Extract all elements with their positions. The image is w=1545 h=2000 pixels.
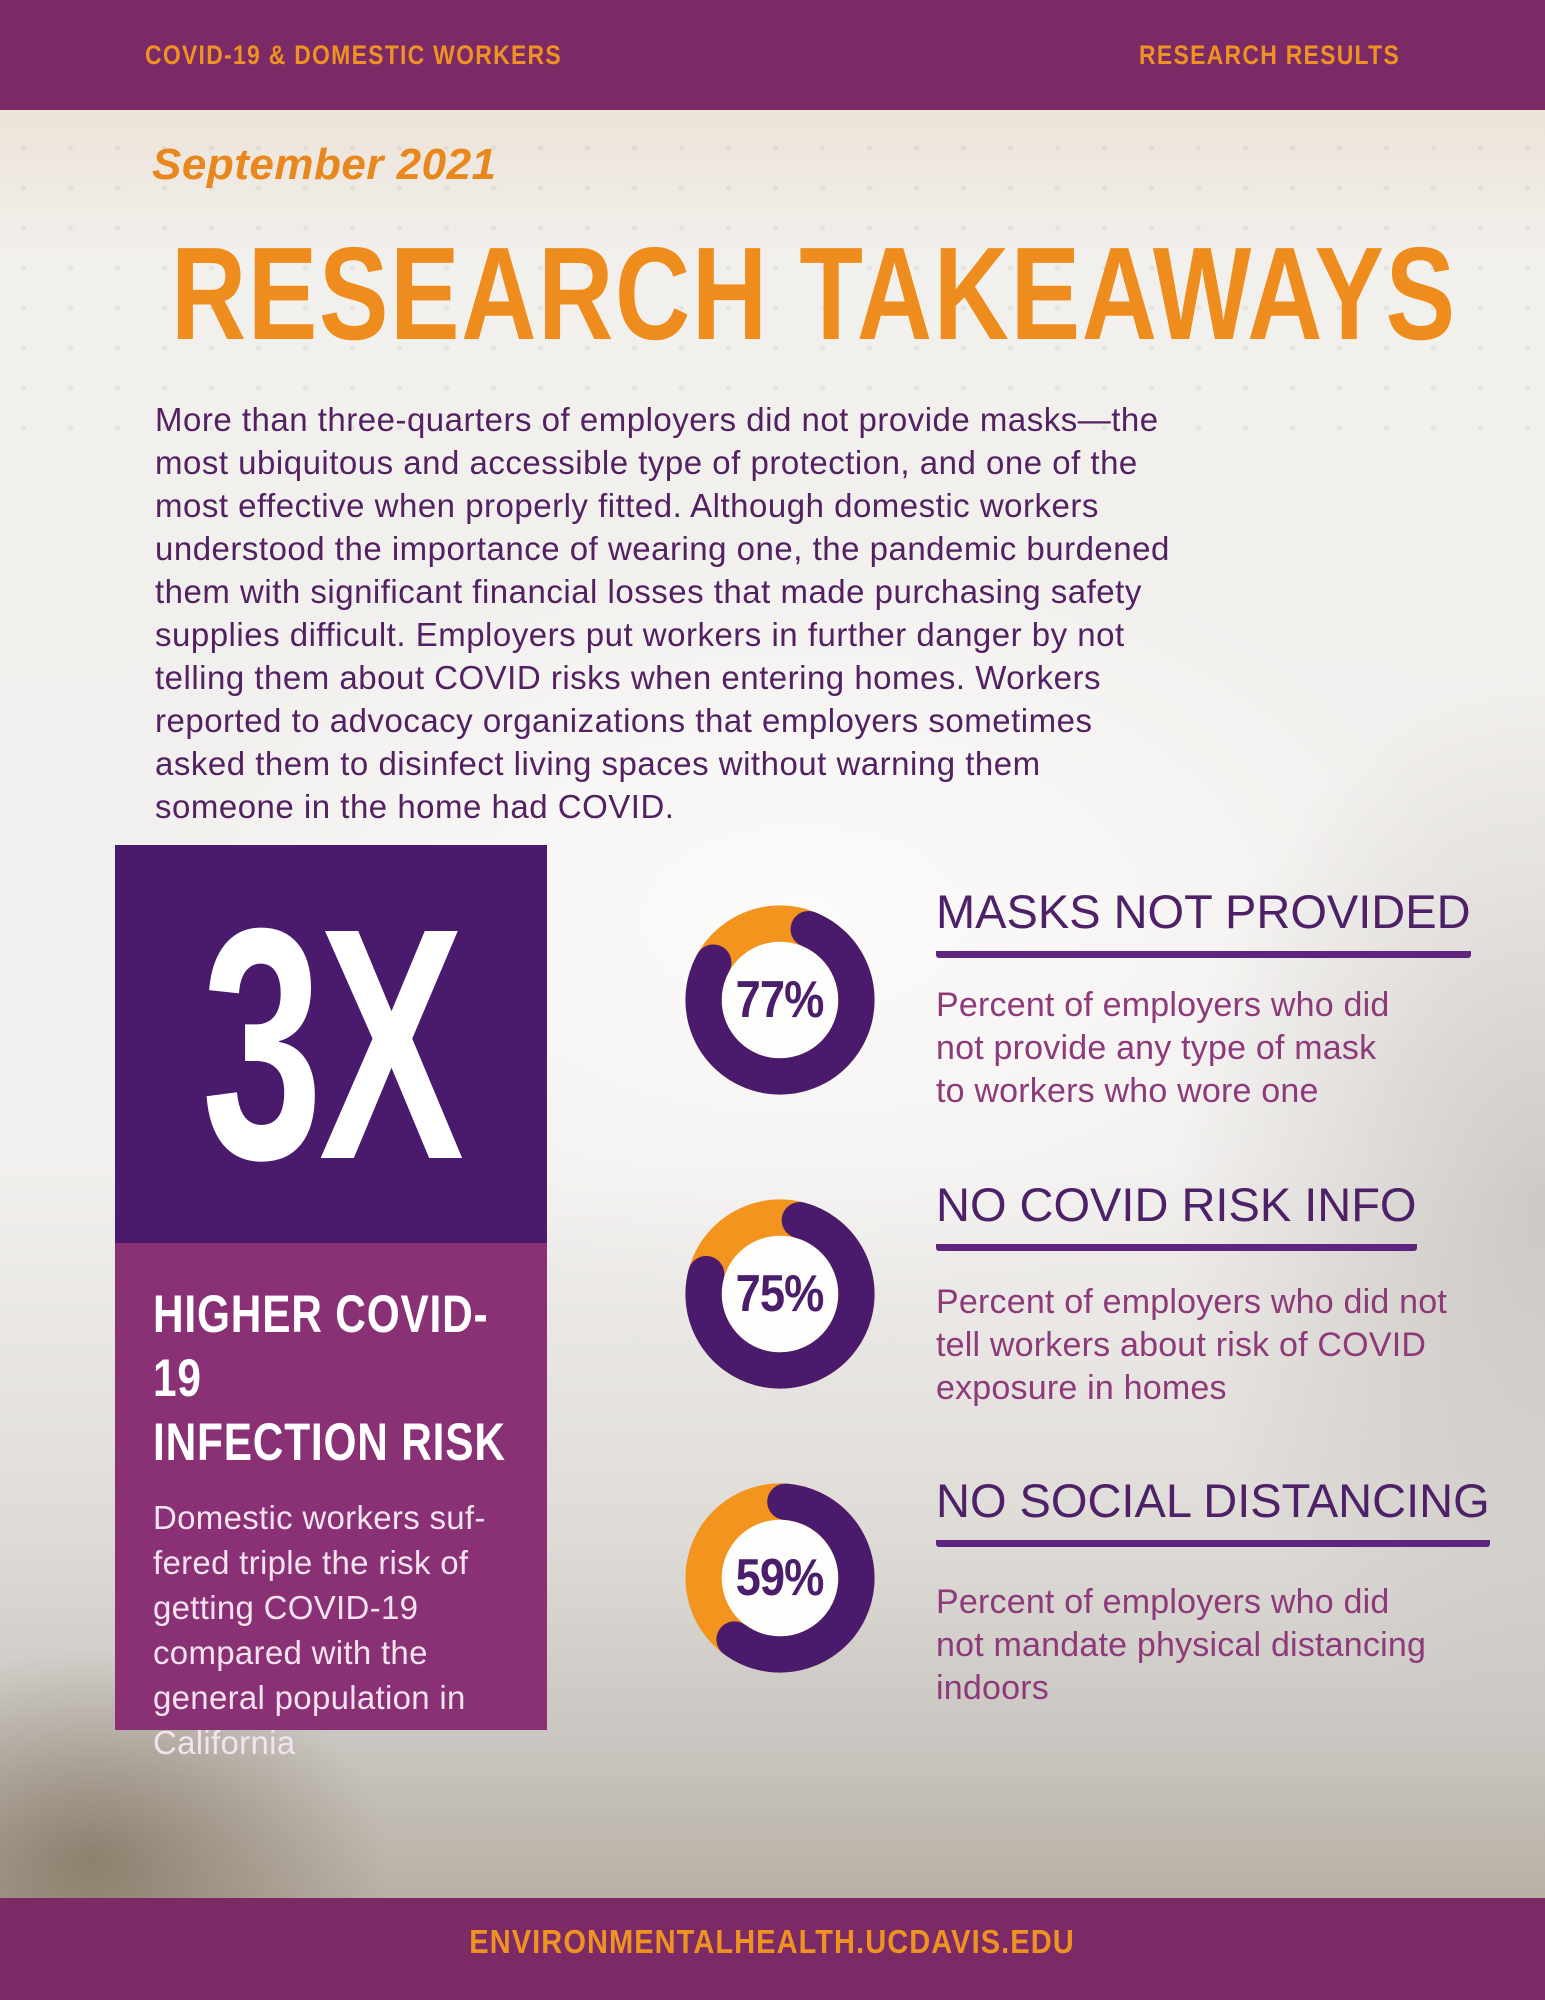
page-title: RESEARCH TAKEAWAYS (0, 220, 1545, 395)
donut-percentage-text: 77% (736, 971, 825, 1029)
donut-chart-masks: 77% (682, 902, 878, 1098)
footer-url: ENVIRONMENTALHEALTH.UCDAVIS.EDU (428, 1923, 1116, 1961)
footer-banner: ENVIRONMENTALHEALTH.UCDAVIS.EDU (0, 1898, 1545, 2000)
banner-right-label: RESEARCH RESULTS (1093, 40, 1400, 71)
donut-chart-distancing: 59% (682, 1480, 878, 1676)
footer-url-text: ENVIRONMENTALHEALTH.UCDAVIS.EDU (469, 1923, 1076, 1960)
donut-hole (721, 1235, 839, 1353)
donut-center-label: 59% (682, 1480, 878, 1676)
banner-left-label: COVID-19 & DOMESTIC WORKERS (145, 40, 636, 71)
highlight-box-heading: HIGHER COVID-19 INFECTION RISK (153, 1285, 506, 1472)
page-title-text: RESEARCH TAKEAWAYS (170, 220, 1457, 367)
donut-svg-risk-info (685, 1199, 875, 1389)
stat-heading-distancing: NO SOCIAL DISTANCING (936, 1473, 1490, 1547)
donut-arc-purple (685, 1483, 875, 1673)
donut-percentage-text: 75% (736, 1265, 825, 1323)
banner-right-text: RESEARCH RESULTS (1139, 39, 1400, 70)
top-banner: COVID-19 & DOMESTIC WORKERS RESEARCH RES… (0, 0, 1545, 110)
donut-arc-purple (685, 905, 875, 1095)
issue-date: September 2021 (152, 140, 497, 189)
donut-center-label: 75% (682, 1196, 878, 1392)
highlight-box-stat-panel: 3X (115, 845, 547, 1243)
donut-percentage-text: 59% (736, 1549, 825, 1607)
donut-arc-purple (685, 1199, 875, 1389)
donut-svg-masks (685, 905, 875, 1095)
highlight-stat-value: 3X (201, 859, 464, 1228)
highlight-box-text-panel: HIGHER COVID-19 INFECTION RISK Domestic … (115, 1243, 547, 1761)
donut-svg-distancing (685, 1483, 875, 1673)
stat-description-masks: Percent of employers who did not provide… (936, 986, 1390, 1110)
donut-hole (721, 941, 839, 1059)
donut-center-label: 77% (682, 902, 878, 1098)
donut-chart-risk-info: 75% (682, 1196, 878, 1392)
stat-heading-risk-info: NO COVID RISK INFO (936, 1177, 1417, 1251)
highlight-box: 3X HIGHER COVID-19 INFECTION RISK Domest… (115, 845, 547, 1761)
intro-paragraph: More than three-quarters of employers di… (155, 401, 1170, 825)
banner-left-text: COVID-19 & DOMESTIC WORKERS (145, 39, 562, 70)
stat-description-distancing: Percent of employers who did not mandate… (936, 1583, 1427, 1707)
stat-heading-masks: MASKS NOT PROVIDED (936, 884, 1471, 958)
donut-hole (721, 1519, 839, 1637)
stat-description-risk-info: Percent of employers who did not tell wo… (936, 1283, 1448, 1407)
highlight-box-description: Domestic workers suf- fered triple the r… (153, 1499, 486, 1761)
